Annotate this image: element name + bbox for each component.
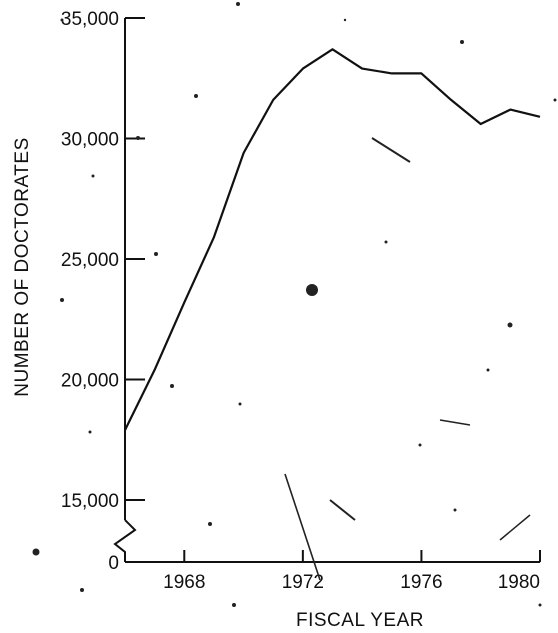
y-axis-ticks: 35,000 30,000 25,000 20,000 15,000 0 — [61, 9, 145, 574]
y-tick-label: 35,000 — [61, 9, 119, 30]
x-tick-label: 1980 — [498, 572, 540, 593]
x-tick-label: 1976 — [400, 572, 442, 593]
scan-specks — [32, 2, 557, 607]
x-tick-label: 1968 — [163, 572, 205, 593]
y-tick-label: 15,000 — [61, 491, 119, 512]
y-axis-title: NUMBER OF DOCTORATES — [12, 137, 33, 396]
scan-strokes — [284, 137, 531, 581]
y-tick-label: 20,000 — [61, 371, 119, 392]
series-line-doctorates — [124, 48, 541, 431]
y-tick-label: 30,000 — [61, 130, 119, 151]
x-tick-label: 1972 — [282, 572, 324, 593]
y-tick-label: 0 — [108, 553, 119, 574]
x-axis-title: FISCAL YEAR — [296, 610, 424, 631]
y-axis-break-mark — [113, 519, 137, 562]
x-axis-ticks: 1968 1972 1976 1980 — [163, 550, 541, 593]
y-tick-label: 25,000 — [61, 250, 119, 271]
